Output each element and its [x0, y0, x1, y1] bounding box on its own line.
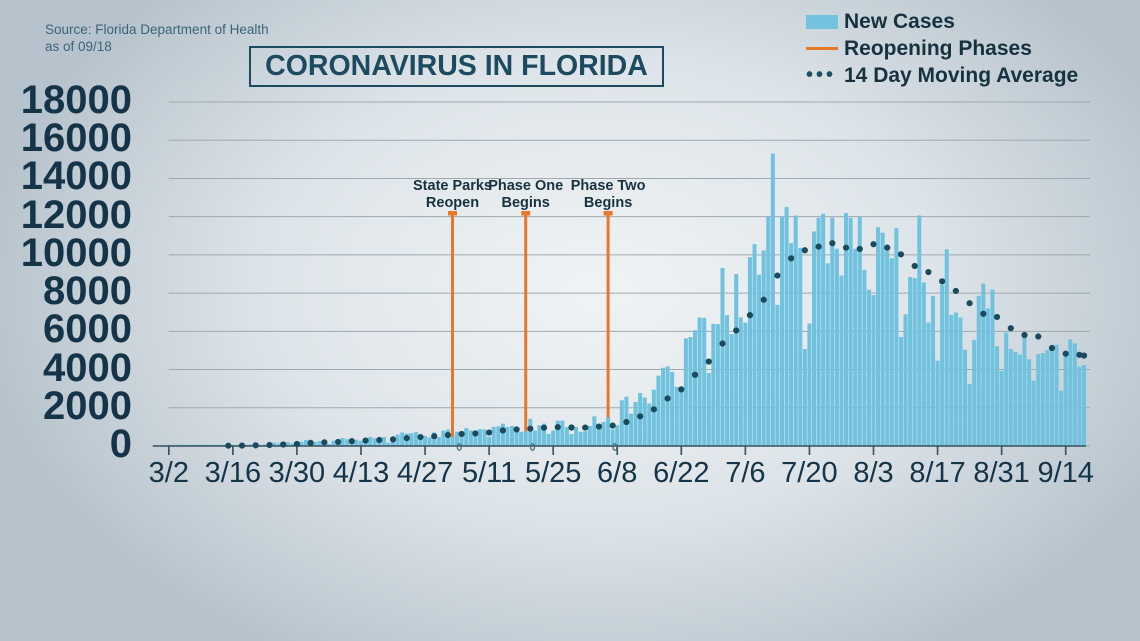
svg-text:0: 0	[457, 443, 463, 454]
svg-text:0: 0	[612, 443, 618, 454]
svg-text:0: 0	[530, 443, 536, 454]
